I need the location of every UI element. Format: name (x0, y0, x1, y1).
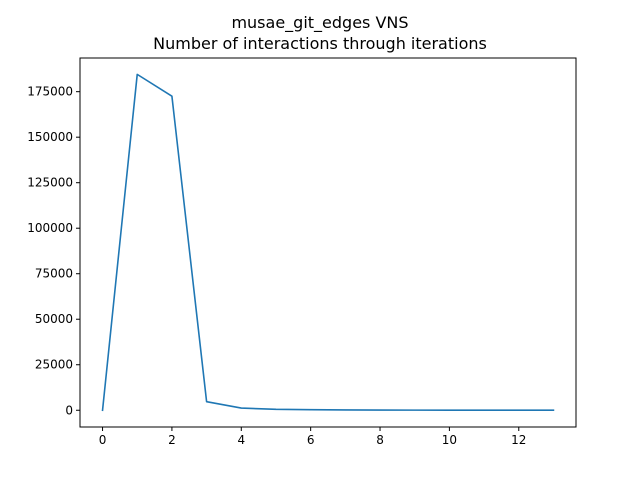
x-tick-label: 4 (237, 433, 245, 447)
y-tick-label: 25000 (35, 358, 73, 372)
x-tick-label: 6 (307, 433, 315, 447)
y-tick-label: 175000 (27, 85, 73, 99)
x-tick-label: 12 (511, 433, 526, 447)
y-tick-label: 75000 (35, 267, 73, 281)
x-tick-label: 0 (99, 433, 107, 447)
y-tick-label: 100000 (27, 221, 73, 235)
plot-frame (79, 57, 577, 428)
y-tick-label: 125000 (27, 176, 73, 190)
chart-subtitle: Number of interactions through iteration… (153, 34, 487, 53)
axis-ticks: 0 2 4 6 8 10 12 0 25000 50000 75000 100000 125000 150… (27, 85, 526, 447)
y-tick-label: 0 (65, 403, 73, 417)
x-tick-label: 8 (376, 433, 384, 447)
y-tick-label: 150000 (27, 130, 73, 144)
y-tick-label: 50000 (35, 312, 73, 326)
series-layer (101, 73, 555, 412)
x-tick-label: 2 (168, 433, 176, 447)
chart-title: musae_git_edges VNS (231, 13, 408, 33)
series-line (101, 73, 555, 412)
x-tick-label: 10 (442, 433, 457, 447)
